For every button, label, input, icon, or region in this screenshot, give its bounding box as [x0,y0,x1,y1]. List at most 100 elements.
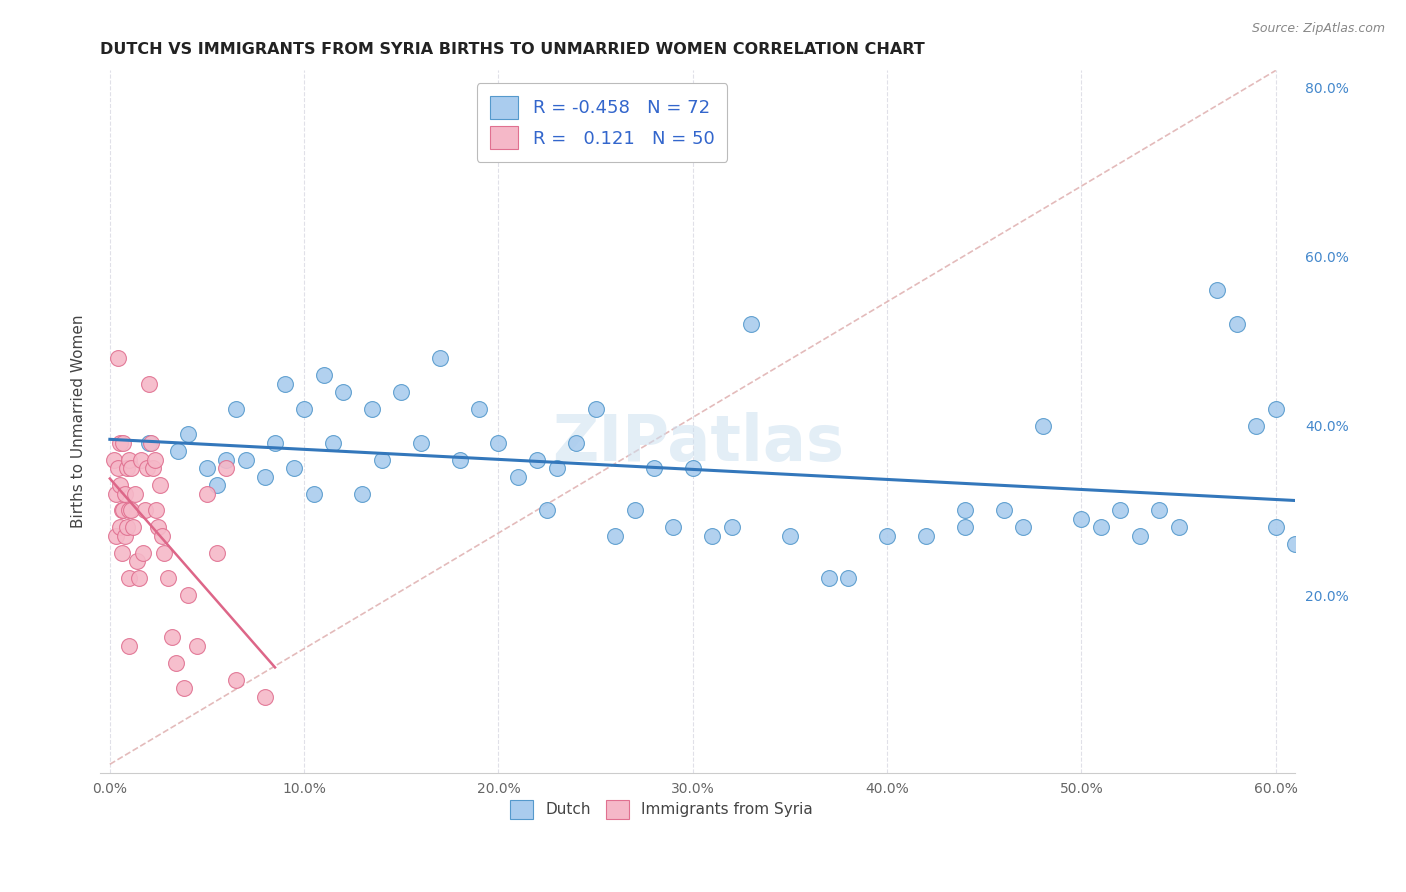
Point [302,486,325,500]
Point [129,452,152,467]
Point [1343,512,1365,526]
Point [107,461,129,475]
Point [546,461,568,475]
Point [1032,418,1054,433]
Point [118,639,141,653]
Point [103,452,125,467]
Text: ZIPatlas: ZIPatlas [551,411,844,474]
Point [160,631,183,645]
Point [235,452,257,467]
Point [132,546,155,560]
Point [352,486,374,500]
Point [254,690,277,704]
Point [506,469,529,483]
Point [125,554,148,568]
Text: DUTCH VS IMMIGRANTS FROM SYRIA BIRTHS TO UNMARRIED WOMEN CORRELATION CHART: DUTCH VS IMMIGRANTS FROM SYRIA BIRTHS TO… [100,42,925,57]
Point [292,401,315,416]
Point [195,461,218,475]
Point [1147,503,1170,517]
Point [1167,520,1189,534]
Point [526,452,548,467]
Point [332,384,354,399]
Point [176,588,198,602]
Point [114,529,136,543]
Point [205,546,228,560]
Point [173,681,195,695]
Point [120,503,142,517]
Point [104,486,127,500]
Point [148,520,170,534]
Point [215,461,238,475]
Point [682,461,704,475]
Point [322,435,344,450]
Point [225,673,247,687]
Point [135,461,157,475]
Point [1264,520,1286,534]
Point [128,571,150,585]
Point [134,503,156,517]
Point [138,376,160,391]
Point [254,469,277,483]
Point [225,401,247,416]
Point [176,427,198,442]
Point [124,486,146,500]
Point [138,435,160,450]
Point [740,318,762,332]
Point [149,478,172,492]
Point [104,529,127,543]
Point [953,503,976,517]
Legend: Dutch, Immigrants from Syria: Dutch, Immigrants from Syria [505,794,820,825]
Point [1226,318,1249,332]
Point [720,520,742,534]
Point [623,503,645,517]
Point [264,435,287,450]
Point [118,503,141,517]
Point [1361,529,1384,543]
Point [117,520,139,534]
Text: Source: ZipAtlas.com: Source: ZipAtlas.com [1251,22,1385,36]
Point [1109,503,1132,517]
Point [1129,529,1152,543]
Point [215,452,238,467]
Point [565,435,588,450]
Point [1303,512,1326,526]
Point [157,571,180,585]
Point [429,351,451,365]
Point [1090,520,1112,534]
Point [1246,418,1268,433]
Point [837,571,859,585]
Point [449,452,471,467]
Point [114,486,136,500]
Point [112,503,135,517]
Point [117,461,139,475]
Point [108,520,131,534]
Point [536,503,558,517]
Point [643,461,665,475]
Point [371,452,394,467]
Point [150,529,173,543]
Point [139,435,162,450]
Point [108,435,131,450]
Point [112,435,135,450]
Point [702,529,724,543]
Point [953,520,976,534]
Point [603,529,626,543]
Point [468,401,491,416]
Point [361,401,384,416]
Point [120,461,142,475]
Point [1264,401,1286,416]
Point [108,478,131,492]
Point [312,368,335,382]
Point [205,478,228,492]
Point [142,461,165,475]
Point [153,546,176,560]
Point [409,435,432,450]
Point [110,546,132,560]
Point [118,571,141,585]
Point [145,503,167,517]
Point [779,529,801,543]
Point [818,571,841,585]
Point [122,520,145,534]
Point [1400,520,1406,534]
Point [1012,520,1035,534]
